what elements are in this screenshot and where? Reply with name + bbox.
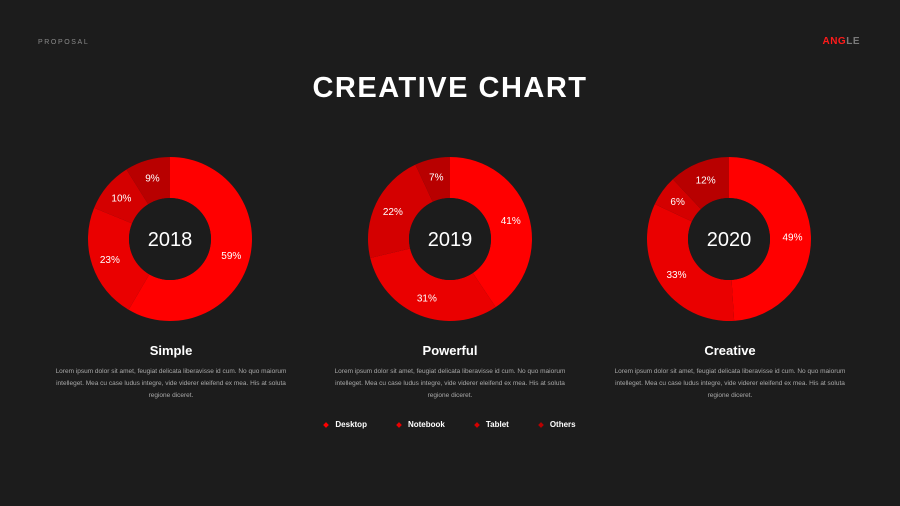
slice-tablet [368,164,433,258]
donut-chart-2020: 49% 33% 6% 12% 2020 [647,157,811,322]
legend-item-tablet: Tablet [474,420,509,429]
legend-marker [537,421,544,428]
donut-chart-2018: 59% 23% 10% 9% 2018 [87,157,253,321]
legend-item-notebook: Notebook [396,420,445,429]
center-year-label: 2020 [707,229,752,251]
slice-notebook [87,207,150,310]
slice-tablet [94,169,149,224]
slice-tablet [654,179,701,222]
legend: Desktop Notebook Tablet Others [0,420,900,429]
data-label: 31% [417,294,437,305]
legend-item-desktop: Desktop [323,420,367,429]
center-year-label: 2018 [148,229,193,251]
legend-marker [396,421,402,428]
donut-chart-2019: 41% 31% 22% 7% 2019 [368,157,532,321]
data-label: 33% [666,270,686,281]
data-label: 12% [696,175,716,186]
column-heading: Simple [149,343,193,358]
data-label: 23% [100,255,120,266]
brand-logo-accent: ANG [822,36,847,47]
slice-notebook [647,204,735,322]
legend-label: Desktop [335,420,367,429]
legend-marker [474,421,480,428]
column-creative: Creative Lorem ipsum dolor sit amet, feu… [610,343,850,402]
brand-logo: ANGLE [822,36,860,47]
data-label: 7% [429,172,444,183]
legend-label: Tablet [485,420,509,429]
legend-item-others: Others [537,420,576,429]
slice-desktop [128,157,253,321]
data-label: 10% [111,194,131,205]
slice-others [415,157,450,202]
center-year-label: 2019 [428,229,473,251]
section-label: PROPOSAL [38,39,90,46]
column-powerful: Powerful Lorem ipsum dolor sit amet, feu… [330,343,570,402]
data-label: 9% [145,173,160,184]
data-label: 22% [383,207,403,218]
column-heading: Creative [704,343,756,358]
donut-hole [409,198,491,280]
slice-notebook [370,248,496,321]
column-text: Lorem ipsum dolor sit amet, feugiat deli… [55,368,287,399]
page-title: CREATIVE CHART [312,72,588,104]
column-text: Lorem ipsum dolor sit amet, feugiat deli… [334,368,566,399]
slice-desktop [729,157,811,321]
column-heading: Powerful [422,343,478,358]
slice-desktop [450,157,532,308]
legend-label: Notebook [407,420,445,429]
legend-marker [323,421,330,428]
donut-hole [688,198,770,280]
data-label: 59% [221,251,241,262]
slice-others [672,157,729,210]
donut-hole [129,198,211,280]
data-label: 6% [670,197,685,208]
data-label: 49% [782,233,802,244]
data-label: 41% [501,216,521,227]
slice-others [126,157,170,205]
column-text: Lorem ipsum dolor sit amet, feugiat deli… [614,368,846,399]
brand-logo-rest: LE [846,36,860,47]
legend-label: Others [549,420,576,429]
column-simple: Simple Lorem ipsum dolor sit amet, feugi… [51,343,291,402]
